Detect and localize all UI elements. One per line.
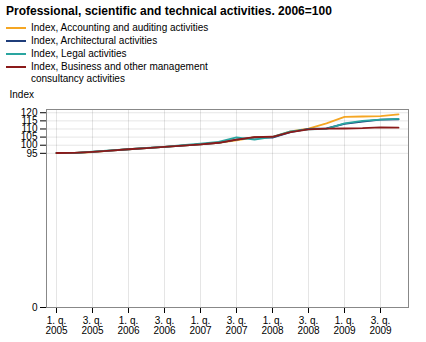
svg-text:3. q.2005: 3. q.2005 bbox=[81, 315, 104, 336]
html-text:Index, Business and other mana: Index, Business and other management con… bbox=[31, 61, 208, 84]
html-text:Index, Legal activities: Index, Legal activities bbox=[31, 48, 127, 59]
svg-text:1. q.2005: 1. q.2005 bbox=[45, 315, 68, 336]
svg-text:3. q.2008: 3. q.2008 bbox=[297, 315, 320, 336]
svg-text:100: 100 bbox=[20, 139, 38, 151]
svg-text:Index: Index bbox=[10, 89, 34, 100]
svg-text:1. q.2008: 1. q.2008 bbox=[261, 315, 284, 336]
html-text:Professional, scientific and t: Professional, scientific and technical a… bbox=[6, 4, 332, 18]
svg-text:105: 105 bbox=[20, 131, 38, 143]
svg-text:1. q.2007: 1. q.2007 bbox=[189, 315, 212, 336]
svg-text:120: 120 bbox=[21, 107, 38, 118]
svg-text:0: 0 bbox=[32, 302, 38, 313]
svg-text:1. q.2009: 1. q.2009 bbox=[333, 315, 356, 336]
svg-text:115: 115 bbox=[21, 115, 38, 127]
html-text:Index, Architectural activitie: Index, Architectural activities bbox=[31, 35, 158, 46]
svg-text:3. q.2009: 3. q.2009 bbox=[369, 315, 392, 336]
svg-text:110: 110 bbox=[21, 123, 38, 135]
svg-text:1. q.2006: 1. q.2006 bbox=[117, 315, 140, 336]
svg-text:3. q.2006: 3. q.2006 bbox=[153, 315, 176, 336]
html-text:Index, Accounting and auditing: Index, Accounting and auditing activitie… bbox=[31, 22, 209, 33]
svg-text:3. q.2007: 3. q.2007 bbox=[225, 315, 248, 336]
svg-text:95: 95 bbox=[26, 147, 38, 159]
